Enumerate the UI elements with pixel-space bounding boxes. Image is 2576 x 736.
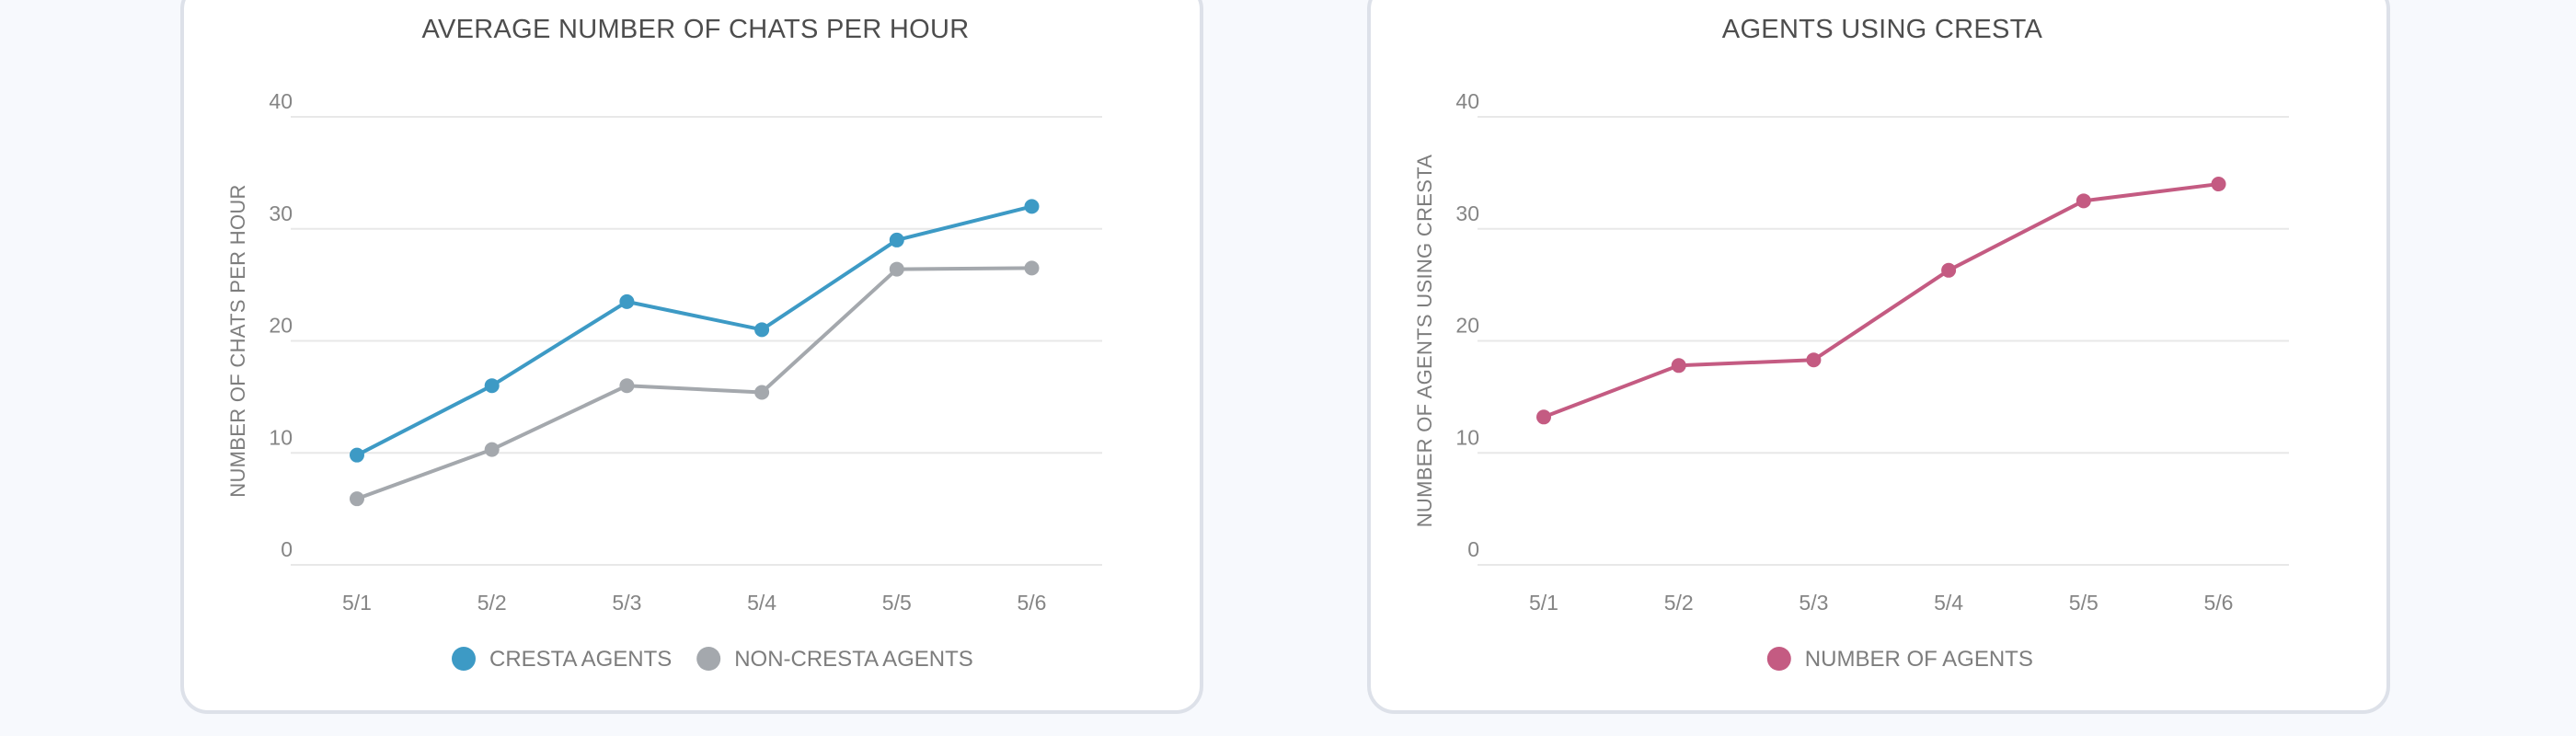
x-tick-label: 5/6 xyxy=(2204,591,2234,615)
data-point xyxy=(350,447,364,463)
x-tick-label: 5/6 xyxy=(1018,591,1047,615)
x-tick-label: 5/2 xyxy=(477,591,507,615)
series-line xyxy=(356,204,1032,457)
data-point xyxy=(754,322,770,338)
data-point xyxy=(1024,199,1040,214)
chart-title: AGENTS USING CRESTA xyxy=(1722,15,2043,44)
agents-using-cresta-card: AGENTS USING CRESTA NUMBER OF AGENTS USIN… xyxy=(1367,0,2390,714)
y-tick-label: 20 xyxy=(1455,314,1479,338)
y-tick-label: 20 xyxy=(269,314,293,338)
y-axis-title: NUMBER OF CHATS PER HOUR xyxy=(226,184,249,497)
series-line xyxy=(1543,182,2219,420)
data-point xyxy=(1024,260,1040,276)
chats-per-hour-card: AVERAGE NUMBER OF CHATS PER HOUR NUMBER O… xyxy=(180,0,1203,714)
legend-marker xyxy=(1766,647,1791,671)
y-tick-label: 0 xyxy=(1467,537,1479,561)
x-tick-label: 5/5 xyxy=(2069,591,2099,615)
x-tick-label: 5/3 xyxy=(612,591,641,615)
x-tick-label: 5/4 xyxy=(1934,591,1963,615)
data-point xyxy=(1536,409,1551,425)
x-tick-label: 5/1 xyxy=(342,591,372,615)
y-tick-label: 30 xyxy=(1455,201,1479,225)
data-point xyxy=(1671,358,1686,374)
data-point xyxy=(889,232,904,247)
y-tick-label: 10 xyxy=(1455,425,1479,449)
data-point xyxy=(350,491,364,507)
x-tick-label: 5/4 xyxy=(747,591,776,615)
legend-label: CRESTA AGENTS xyxy=(489,647,672,672)
x-tick-label: 5/1 xyxy=(1529,591,1558,615)
data-point xyxy=(619,378,635,394)
y-tick-label: 40 xyxy=(269,89,293,113)
x-tick-label: 5/3 xyxy=(1799,591,1828,615)
data-point xyxy=(889,261,904,277)
data-point xyxy=(1941,262,1957,278)
agents-using-cresta-chart: AGENTS USING CRESTA NUMBER OF AGENTS USIN… xyxy=(1413,15,2289,672)
legend-marker xyxy=(452,647,476,671)
series-line xyxy=(356,266,1032,501)
x-tick-label: 5/2 xyxy=(1664,591,1694,615)
legend-label: NON-CRESTA AGENTS xyxy=(734,647,973,672)
data-point xyxy=(2211,177,2226,192)
data-point xyxy=(754,385,770,400)
y-axis-title: NUMBER OF AGENTS USING CRESTA xyxy=(1413,155,1436,528)
chats-per-hour-chart: AVERAGE NUMBER OF CHATS PER HOUR NUMBER O… xyxy=(226,15,1102,672)
data-point xyxy=(1806,352,1822,368)
y-tick-label: 10 xyxy=(269,425,293,449)
data-point xyxy=(484,378,500,394)
y-tick-label: 0 xyxy=(281,537,293,561)
legend-label: NUMBER OF AGENTS xyxy=(1805,647,2033,672)
chart-title: AVERAGE NUMBER OF CHATS PER HOUR xyxy=(421,15,969,44)
x-tick-label: 5/5 xyxy=(882,591,912,615)
data-point xyxy=(619,293,635,309)
data-point xyxy=(2076,193,2091,209)
y-tick-label: 30 xyxy=(269,201,293,225)
data-point xyxy=(484,442,500,457)
legend-marker xyxy=(696,647,721,671)
y-tick-label: 40 xyxy=(1455,89,1479,113)
